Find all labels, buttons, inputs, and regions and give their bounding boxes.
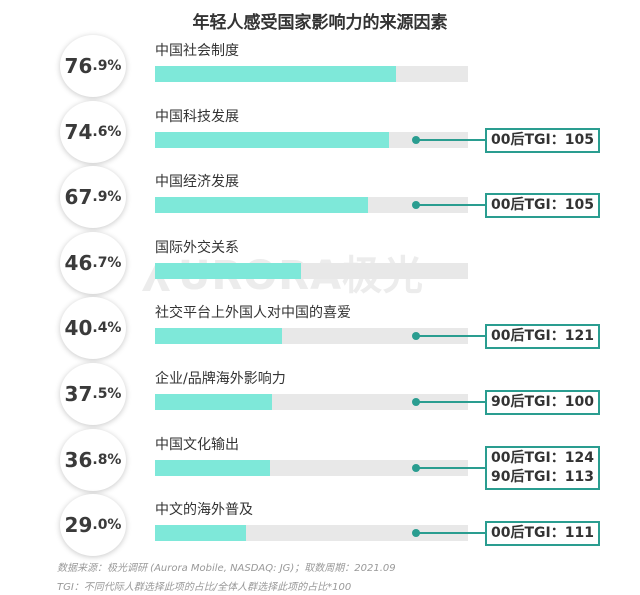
- bar-row: 74.6% 中国科技发展 00后TGI：105: [0, 99, 640, 165]
- bar-track: [155, 394, 468, 410]
- value-label-integer: 46: [64, 251, 93, 275]
- tgi-annotation: 00后TGI：121: [485, 324, 600, 349]
- value-label: 76.9%: [60, 35, 126, 97]
- tgi-connector-dot: [412, 201, 420, 209]
- bar: [155, 460, 271, 476]
- tgi-connector-line: [415, 467, 485, 469]
- value-label-decimal: .4%: [92, 320, 122, 336]
- bar: [155, 197, 368, 213]
- value-label-decimal: .6%: [92, 124, 122, 140]
- tgi-annotation: 90后TGI：100: [485, 390, 600, 415]
- value-label-integer: 74: [64, 120, 93, 144]
- bar-row: 76.9% 中国社会制度: [0, 33, 640, 99]
- bar-track: [155, 263, 468, 279]
- value-label-decimal: .9%: [92, 58, 122, 74]
- tgi-connector-line: [415, 401, 485, 403]
- bar-track: [155, 460, 468, 476]
- tgi-connector-line: [415, 532, 485, 534]
- bar-row: 37.5% 企业/品牌海外影响力 90后TGI：100: [0, 361, 640, 427]
- category-label: 中国文化输出: [155, 437, 239, 453]
- category-label: 中文的海外普及: [155, 502, 253, 518]
- value-label-integer: 67: [64, 185, 93, 209]
- source-footnote: 数据来源：极光调研 (Aurora Mobile, NASDAQ: JG)；取数…: [57, 563, 396, 574]
- value-label: 67.9%: [60, 166, 126, 228]
- value-label-integer: 40: [64, 316, 93, 340]
- value-label: 37.5%: [60, 363, 126, 425]
- tgi-annotation-text: 00后TGI：111: [491, 525, 594, 541]
- tgi-annotation: 00后TGI：105: [485, 128, 600, 153]
- bar-track: [155, 525, 468, 541]
- bar-track: [155, 66, 468, 82]
- value-label-decimal: .7%: [92, 255, 122, 271]
- tgi-annotation-text: 90后TGI：100: [491, 394, 594, 410]
- value-label-decimal: .9%: [92, 189, 122, 205]
- tgi-connector-dot: [412, 398, 420, 406]
- category-label: 中国经济发展: [155, 174, 239, 190]
- bar-row: 36.8% 中国文化输出 00后TGI：124 90后TGI：113: [0, 427, 640, 493]
- value-label: 29.0%: [60, 494, 126, 556]
- tgi-connector-dot: [412, 332, 420, 340]
- tgi-connector-line: [415, 204, 485, 206]
- tgi-annotation-text: 00后TGI：105: [491, 197, 594, 213]
- tgi-annotation: 00后TGI：124 90后TGI：113: [485, 446, 600, 490]
- value-label: 40.4%: [60, 297, 126, 359]
- value-label: 36.8%: [60, 429, 126, 491]
- tgi-connector-dot: [412, 529, 420, 537]
- tgi-annotation-text: 00后TGI：124: [491, 450, 594, 466]
- bar: [155, 263, 302, 279]
- bar: [155, 132, 389, 148]
- category-label: 中国科技发展: [155, 109, 239, 125]
- value-label-integer: 36: [64, 448, 93, 472]
- value-label: 46.7%: [60, 232, 126, 294]
- tgi-annotation: 00后TGI：105: [485, 193, 600, 218]
- tgi-annotation-text: 00后TGI：121: [491, 328, 594, 344]
- bar-track: [155, 132, 468, 148]
- category-label: 中国社会制度: [155, 43, 239, 59]
- value-label-integer: 29: [64, 513, 93, 537]
- tgi-connector-dot: [412, 464, 420, 472]
- value-label-decimal: .0%: [92, 517, 122, 533]
- tgi-connector-line: [415, 139, 485, 141]
- bar-row: 67.9% 中国经济发展 00后TGI：105: [0, 164, 640, 230]
- chart-title: 年轻人感受国家影响力的来源因素: [192, 13, 448, 33]
- value-label-decimal: .8%: [92, 452, 122, 468]
- tgi-connector-dot: [412, 136, 420, 144]
- bar-row: 46.7% 国际外交关系: [0, 230, 640, 296]
- value-label-decimal: .5%: [92, 386, 122, 402]
- bar: [155, 66, 396, 82]
- bar-row: 40.4% 社交平台上外国人对中国的喜爱 00后TGI：121: [0, 295, 640, 361]
- value-label: 74.6%: [60, 101, 126, 163]
- category-label: 企业/品牌海外影响力: [155, 371, 286, 387]
- value-label-integer: 37: [64, 382, 93, 406]
- value-label-integer: 76: [64, 54, 93, 78]
- tgi-annotation-text: 00后TGI：105: [491, 132, 594, 148]
- bar: [155, 394, 273, 410]
- category-label: 社交平台上外国人对中国的喜爱: [155, 305, 351, 321]
- tgi-connector-line: [415, 335, 485, 337]
- category-label: 国际外交关系: [155, 240, 239, 256]
- bar: [155, 328, 282, 344]
- bar: [155, 525, 246, 541]
- bar-row: 29.0% 中文的海外普及 00后TGI：111: [0, 492, 640, 558]
- tgi-footnote: TGI：不同代际人群选择此项的占比/全体人群选择此项的占比*100: [57, 582, 352, 593]
- bar-track: [155, 328, 468, 344]
- tgi-annotation: 00后TGI：111: [485, 521, 600, 546]
- tgi-annotation-text: 90后TGI：113: [491, 469, 594, 485]
- bar-track: [155, 197, 468, 213]
